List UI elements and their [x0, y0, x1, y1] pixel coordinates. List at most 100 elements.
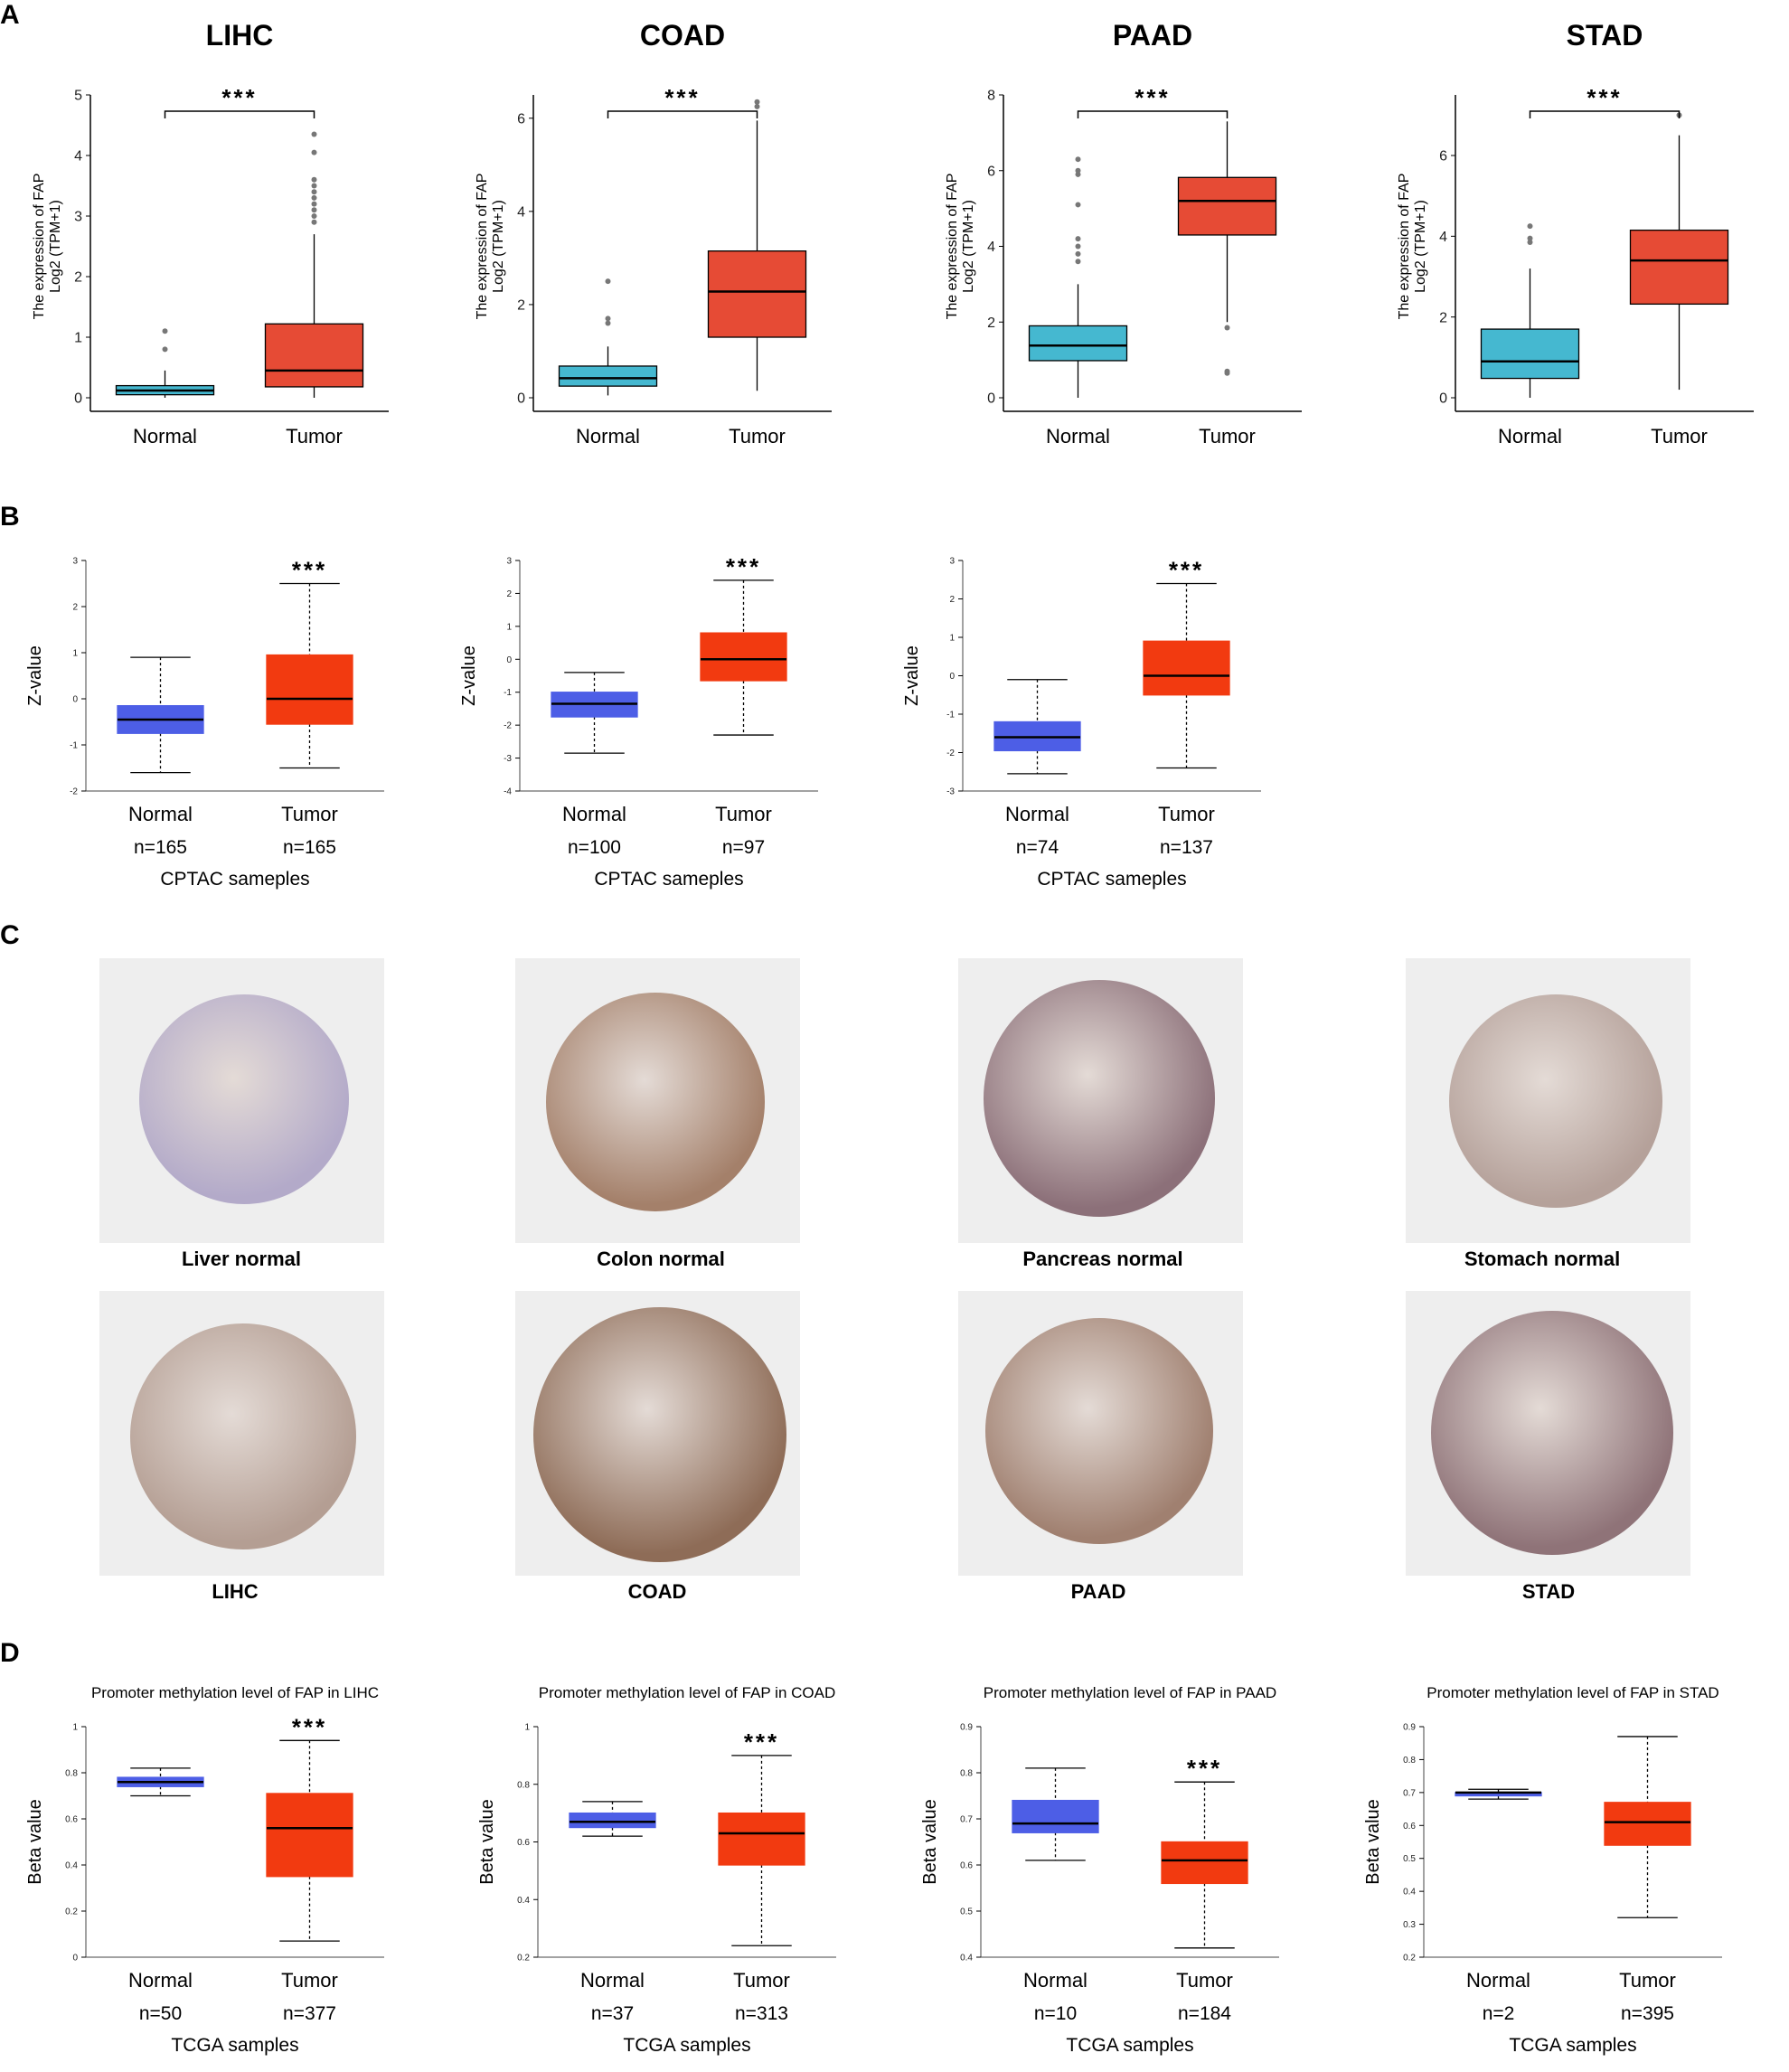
x-category-label: Tumor: [281, 1969, 338, 1992]
y-tick-label: 0.4: [1403, 1888, 1416, 1898]
chart-title: Promoter methylation level of FAP in PAA…: [984, 1684, 1276, 1701]
chart-a-lihc: LIHC 0 1 2 3 4 5 The expression of FAP Log2 (TPM…: [32, 19, 389, 447]
x-category-label: Normal: [128, 1969, 193, 1992]
y-tick-label: 0.5: [1403, 1854, 1416, 1864]
samples-footer: TCGA samples: [171, 2035, 298, 2056]
y-tick-label: 1: [72, 1723, 78, 1733]
y-tick-label: 0.9: [960, 1723, 973, 1733]
y-axis-label-unit: Log2 (TPM+1): [1413, 200, 1428, 293]
significance-marker: ***: [1169, 557, 1204, 584]
y-tick-label: 0: [72, 1954, 78, 1964]
y-tick-label: 4: [74, 149, 82, 165]
significance-marker: ***: [292, 1713, 327, 1740]
sample-count-label: n=137: [1160, 837, 1213, 858]
chart-title: LIHC: [206, 19, 274, 52]
sample-count-label: n=97: [722, 837, 765, 858]
y-tick-label: 0.6: [1403, 1822, 1416, 1832]
y-tick-label: 4: [517, 204, 525, 220]
significance-marker: ***: [1187, 1755, 1222, 1782]
box-normal: [1480, 328, 1580, 380]
ihc-label-coad: COAD: [627, 1580, 687, 1603]
y-tick-label: 0.4: [65, 1861, 78, 1871]
panel-label-c: C: [0, 920, 20, 950]
chart-title: Promoter methylation level of FAP in LIH…: [91, 1684, 379, 1701]
sample-count-label: n=395: [1621, 2003, 1674, 2024]
chart-title: Promoter methylation level of FAP in STA…: [1426, 1684, 1718, 1701]
y-axis-label: The expression of FAP: [32, 174, 47, 320]
y-tick-label: -1: [946, 711, 955, 720]
outlier-point: [1075, 202, 1081, 208]
y-axis-label: The expression of FAP: [1397, 174, 1412, 320]
y-tick-label: 0: [1439, 391, 1447, 407]
samples-footer: CPTAC sameples: [1037, 869, 1186, 890]
samples-footer: TCGA samples: [1066, 2035, 1193, 2056]
x-category-label: Normal: [133, 425, 197, 447]
y-axis-label-unit: Log2 (TPM+1): [961, 200, 976, 293]
ihc-label-lihc: LIHC: [212, 1580, 259, 1603]
x-category-label: Tumor: [281, 803, 338, 825]
ihc-coad: [515, 1291, 800, 1576]
chart-a-coad: COAD 0 2 4 6 The expression of FAP Log2 (TPM+1…: [475, 19, 832, 447]
sample-count-label: n=2: [1483, 2003, 1515, 2024]
panel-label-a: A: [0, 0, 20, 30]
chart-title: PAAD: [1113, 19, 1192, 52]
box-tumor: [266, 654, 353, 725]
outlier-point: [311, 189, 317, 195]
outlier-point: [1075, 236, 1081, 242]
outlier-point: [311, 176, 317, 183]
y-tick-label: 1: [524, 1723, 530, 1733]
box-normal: [1012, 1799, 1099, 1833]
y-tick-label: -2: [946, 749, 955, 758]
y-tick-label: -2: [70, 787, 78, 797]
box-tumor: [264, 323, 364, 388]
outlier-point: [1075, 167, 1081, 174]
box-tumor: [700, 632, 787, 682]
samples-footer: CPTAC sameples: [594, 869, 743, 890]
y-tick-label: 0.6: [960, 1861, 973, 1871]
y-tick-label: 6: [1439, 149, 1447, 165]
y-tick-label: -3: [504, 754, 512, 764]
y-tick-label: 3: [74, 210, 82, 225]
chart-d-stad: Promoter methylation level of FAP in STA…: [1363, 1684, 1722, 2056]
ihc-pancreas-normal: [958, 958, 1243, 1243]
ihc-label-stomach-normal: Stomach normal: [1464, 1248, 1621, 1270]
y-tick-label: 0.8: [517, 1780, 530, 1790]
significance-marker: ***: [726, 553, 761, 580]
y-tick-label: 0.6: [65, 1815, 78, 1825]
sample-count-label: n=165: [134, 837, 187, 858]
x-category-label: Tumor: [715, 803, 772, 825]
y-tick-label: 0: [517, 391, 525, 407]
y-tick-label: 0.5: [960, 1907, 973, 1917]
y-tick-label: 0: [949, 672, 955, 682]
outlier-point: [1075, 259, 1081, 265]
outlier-point: [1527, 240, 1533, 246]
y-tick-label: 3: [72, 557, 78, 567]
y-tick-label: 0: [74, 391, 82, 407]
sample-count-label: n=100: [568, 837, 621, 858]
outlier-point: [311, 194, 317, 201]
outlier-point: [311, 219, 317, 225]
sample-count-label: n=165: [283, 837, 336, 858]
y-tick-label: 2: [72, 603, 78, 613]
outlier-point: [1527, 235, 1533, 241]
significance-marker: ***: [744, 1728, 779, 1756]
ihc-lihc: [99, 1291, 384, 1576]
ihc-label-liver-normal: Liver normal: [181, 1248, 302, 1270]
box-tumor: [718, 1812, 805, 1866]
x-category-label: Tumor: [1176, 1969, 1233, 1992]
outlier-point: [162, 346, 168, 353]
y-tick-label: 0.7: [1403, 1788, 1416, 1798]
outlier-point: [1224, 325, 1230, 331]
y-tick-label: 0.2: [1403, 1954, 1416, 1964]
chart-title: STAD: [1567, 19, 1643, 52]
sample-count-label: n=184: [1178, 2003, 1231, 2024]
chart-a-stad: STAD 0 2 4 6 The expression of FAP Log2 (TPM+1…: [1397, 19, 1754, 447]
y-tick-label: 1: [72, 649, 78, 659]
x-category-label: Normal: [1046, 425, 1110, 447]
x-category-label: Normal: [128, 803, 193, 825]
y-tick-label: 0.3: [1403, 1920, 1416, 1930]
sample-count-label: n=50: [139, 2003, 182, 2024]
significance-marker: ***: [292, 557, 327, 584]
y-tick-label: 0: [506, 655, 512, 665]
y-tick-label: 5: [74, 89, 82, 104]
